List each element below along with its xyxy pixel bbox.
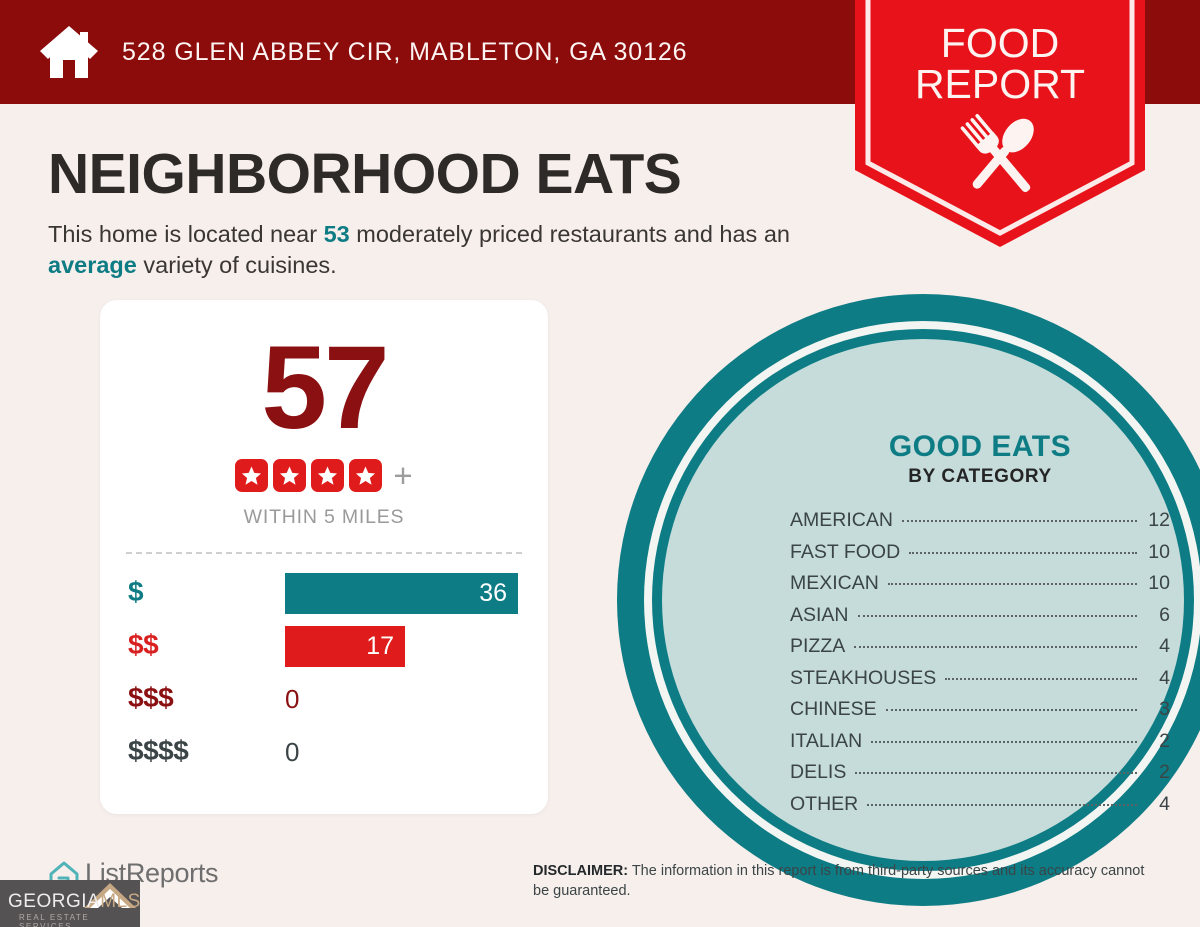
category-row: PIZZA 4 — [790, 635, 1170, 667]
score-value: 57 — [261, 322, 389, 454]
page-subtitle: This home is located near 53 moderately … — [48, 219, 838, 282]
category-count: 12 — [1148, 509, 1170, 531]
category-dot-leader — [887, 583, 1137, 585]
gmls-name: GEORGIAMLS — [8, 891, 140, 913]
category-dot-leader — [855, 772, 1137, 774]
star-icon — [273, 459, 307, 492]
subtitle-part3: variety of cuisines. — [136, 252, 337, 279]
category-dot-leader — [945, 677, 1137, 680]
category-count: 2 — [1159, 729, 1170, 752]
category-row: OTHER 4 — [790, 793, 1170, 825]
score-card: 57 + WITHIN 5 MILES $36 $$ 17 $$$ 0 $$$$ 0 — [100, 300, 548, 814]
badge-line1: FOOD — [941, 20, 1059, 66]
category-row: ASIAN 6 — [790, 604, 1170, 636]
category-name: AMERICAN — [790, 509, 893, 531]
category-count: 3 — [1159, 698, 1170, 720]
category-count: 6 — [1159, 603, 1170, 626]
category-row: MEXICAN 10 — [790, 572, 1170, 604]
price-level-value: 17 — [366, 632, 394, 660]
price-level-label: $$$ — [128, 682, 174, 713]
star-rating: + — [100, 459, 548, 492]
price-level-label: $ — [128, 576, 144, 607]
category-name: ASIAN — [790, 603, 849, 626]
category-dot-leader — [885, 709, 1137, 711]
gmls-tagline: REAL ESTATE SERVICES — [19, 913, 90, 927]
price-level-row: $$ 17 — [100, 622, 548, 675]
good-eats-panel: GOOD EATS BY CATEGORY AMERICAN 12 FAST FOO… — [790, 430, 1170, 824]
category-dot-leader — [854, 646, 1137, 648]
header-address: 528 GLEN ABBEY CIR, MABLETON, GA 30126 — [122, 37, 688, 66]
price-level-bar: 36 — [285, 573, 518, 614]
gmls-georgia: GEORGIA — [8, 891, 101, 912]
category-count: 10 — [1148, 572, 1170, 594]
price-level-value: 0 — [285, 684, 300, 714]
home-icon — [40, 26, 98, 78]
category-name: DELIS — [790, 761, 847, 783]
good-eats-subtitle: BY CATEGORY — [908, 466, 1052, 487]
price-level-row: $$$$ 0 — [100, 728, 548, 781]
category-count: 4 — [1159, 635, 1170, 657]
category-name: MEXICAN — [790, 572, 879, 594]
category-name: FAST FOOD — [790, 540, 901, 563]
disclaimer: DISCLAIMER: The information in this repo… — [533, 861, 1153, 901]
category-name: CHINESE — [790, 698, 877, 720]
category-dot-leader — [901, 520, 1137, 522]
price-level-row: $36 — [100, 569, 548, 622]
price-level-chart: $36 $$ 17 $$$ 0 $$$$ 0 — [100, 569, 548, 781]
category-dot-leader — [871, 740, 1137, 743]
badge-line2: REPORT — [915, 61, 1085, 107]
star-icon — [235, 459, 269, 492]
page-title: NEIGHBORHOOD EATS — [48, 142, 682, 206]
category-name: STEAKHOUSES — [790, 666, 937, 689]
price-level-value: 0 — [285, 737, 300, 767]
category-list: AMERICAN 12 FAST FOOD 10 MEXICAN 10 ASIAN 6 PIZZ… — [790, 509, 1170, 824]
category-name: PIZZA — [790, 635, 846, 657]
card-divider — [126, 552, 522, 554]
subtitle-restaurant-count: 53 — [323, 221, 350, 247]
price-level-bar: 17 — [285, 626, 405, 667]
category-row: ITALIAN 2 — [790, 730, 1170, 762]
spoon-fork-crossed-icon — [960, 114, 1034, 193]
category-dot-leader — [867, 803, 1137, 806]
category-name: ITALIAN — [790, 729, 863, 752]
subtitle-part1: This home is located near — [48, 221, 324, 247]
category-row: CHINESE 3 — [790, 698, 1170, 730]
price-level-row: $$$ 0 — [100, 675, 548, 728]
within-radius-label: WITHIN 5 MILES — [243, 506, 405, 528]
category-row: FAST FOOD 10 — [790, 541, 1170, 573]
category-count: 4 — [1159, 666, 1170, 689]
category-count: 10 — [1148, 540, 1170, 563]
category-row: STEAKHOUSES 4 — [790, 667, 1170, 699]
subtitle-variety: average — [48, 252, 137, 279]
price-level-label: $$$$ — [128, 735, 189, 766]
category-row: DELIS 2 — [790, 761, 1170, 793]
category-dot-leader — [909, 551, 1137, 554]
star-plus-icon: + — [393, 456, 413, 494]
category-row: AMERICAN 12 — [790, 509, 1170, 541]
gmls-mls: MLS — [100, 891, 140, 912]
star-icon — [349, 459, 383, 492]
georgia-mls-watermark: GEORGIAMLS REAL ESTATE SERVICES — [0, 880, 140, 927]
star-icon — [311, 459, 345, 492]
good-eats-title: GOOD EATS — [888, 430, 1072, 463]
category-dot-leader — [857, 614, 1137, 617]
subtitle-part2: moderately priced restaurants and has an — [349, 221, 790, 247]
category-count: 2 — [1159, 761, 1170, 783]
price-level-value: 36 — [479, 579, 507, 607]
mls-roof-icon — [84, 883, 136, 908]
food-report-badge: FOOD REPORT — [855, 0, 1145, 247]
disclaimer-label: DISCLAIMER: — [533, 863, 629, 879]
category-count: 4 — [1159, 792, 1170, 815]
price-level-label: $$ — [128, 629, 159, 660]
category-name: OTHER — [790, 792, 859, 815]
